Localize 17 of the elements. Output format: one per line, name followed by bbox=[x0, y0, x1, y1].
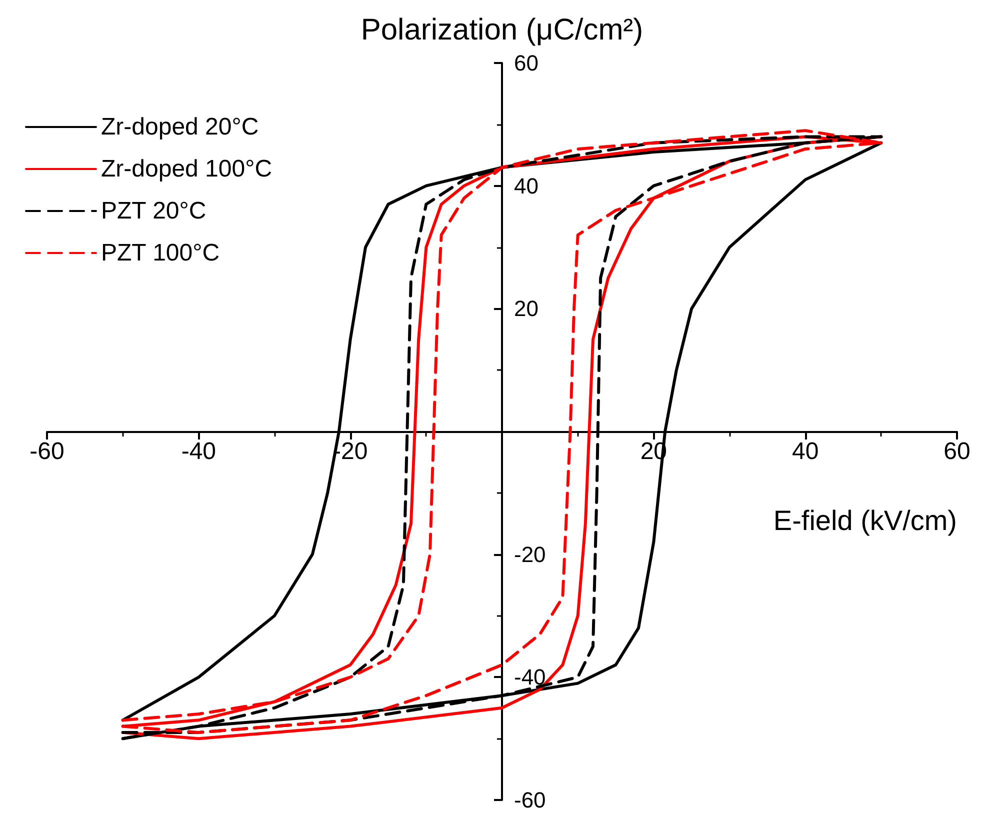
x-axis-title: E-field (kV/cm) bbox=[773, 505, 957, 536]
legend-label: Zr-doped 100°C bbox=[101, 156, 272, 182]
x-tick-label: -60 bbox=[30, 438, 64, 465]
y-tick-label: -40 bbox=[514, 664, 546, 690]
x-tick-label: 40 bbox=[792, 438, 819, 465]
x-tick-label: -40 bbox=[181, 438, 216, 465]
legend-label: PZT 100°C bbox=[101, 240, 220, 266]
y-tick-label: 40 bbox=[514, 173, 538, 198]
legend-label: PZT 20°C bbox=[101, 198, 206, 224]
y-tick-label: 60 bbox=[514, 50, 538, 76]
legend-label: Zr-doped 20°C bbox=[101, 114, 259, 140]
y-tick-label: 20 bbox=[514, 296, 538, 322]
x-tick-label: 60 bbox=[944, 438, 970, 465]
y-axis-title: Polarization (μC/cm²) bbox=[360, 14, 644, 46]
y-tick-label: -60 bbox=[514, 788, 546, 812]
y-tick-label: -20 bbox=[514, 542, 546, 567]
x-tick-label: -20 bbox=[332, 438, 368, 465]
